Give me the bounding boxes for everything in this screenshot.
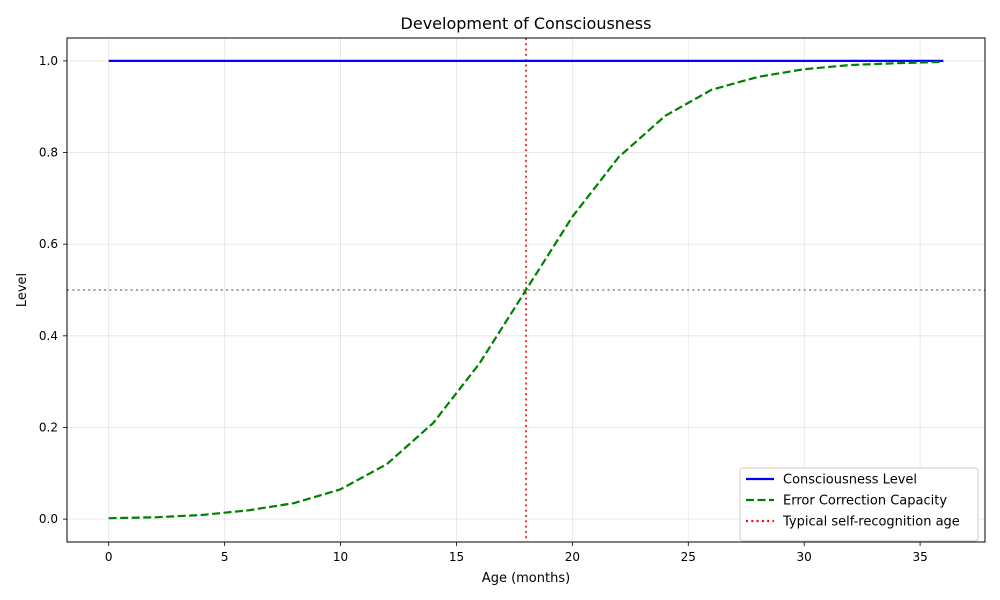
legend-label: Error Correction Capacity [783, 494, 947, 509]
x-tick-label: 30 [797, 550, 812, 564]
y-axis-ticks: 0.0 0.2 0.4 0.6 0.8 1.0 [39, 54, 67, 526]
y-tick-label: 0.2 [39, 420, 58, 434]
x-axis-label: Age (months) [482, 571, 570, 586]
legend-label: Typical self-recognition age [782, 515, 960, 530]
y-tick-label: 0.8 [39, 146, 58, 160]
x-tick-label: 35 [912, 550, 927, 564]
chart-title: Development of Consciousness [401, 14, 652, 33]
legend-box [739, 467, 979, 542]
error-correction-capacity-line [108, 60, 944, 520]
x-tick-label: 25 [681, 550, 696, 564]
legend-label: Consciousness Level [783, 473, 917, 488]
x-tick-label: 10 [333, 550, 348, 564]
x-tick-label: 5 [221, 550, 229, 564]
series-lines [108, 59, 944, 520]
y-tick-label: 0.6 [39, 237, 58, 251]
x-axis-ticks: 0 5 10 15 20 25 30 35 [105, 542, 928, 564]
legend: Consciousness Level Error Correction Capa… [739, 467, 979, 542]
y-axis-label: Level [15, 273, 30, 307]
reference-lines [67, 38, 985, 542]
x-tick-label: 15 [449, 550, 464, 564]
y-tick-label: 0.0 [39, 512, 58, 526]
y-tick-label: 1.0 [39, 54, 58, 68]
x-tick-label: 0 [105, 550, 113, 564]
y-tick-label: 0.4 [39, 329, 58, 343]
x-tick-label: 20 [565, 550, 580, 564]
plot-frame [66, 37, 986, 543]
